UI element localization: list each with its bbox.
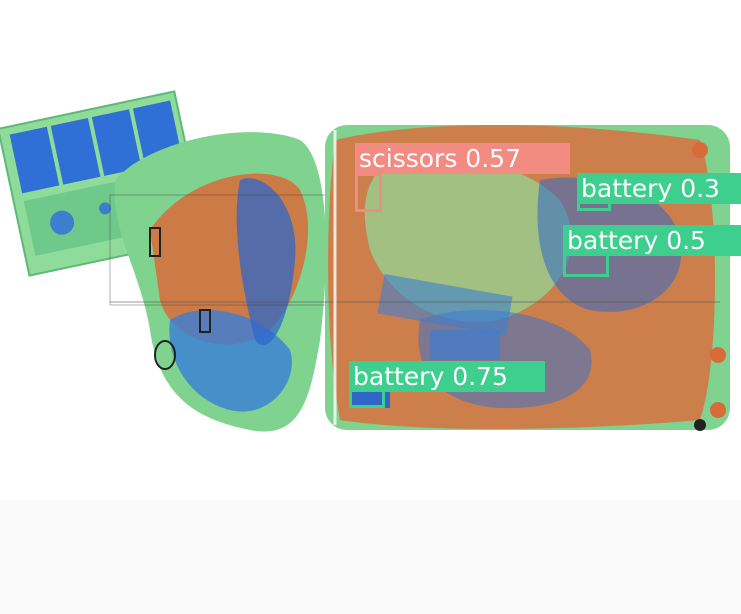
detection-label: battery 0.5 [563,225,741,256]
detection-label: scissors 0.57 [355,143,570,174]
soft-bag-object [109,132,341,432]
bounding-box [355,173,382,212]
detection-label: battery 0.3 [577,173,741,204]
scanner-band [0,500,741,614]
detection-label: battery 0.75 [349,361,545,392]
